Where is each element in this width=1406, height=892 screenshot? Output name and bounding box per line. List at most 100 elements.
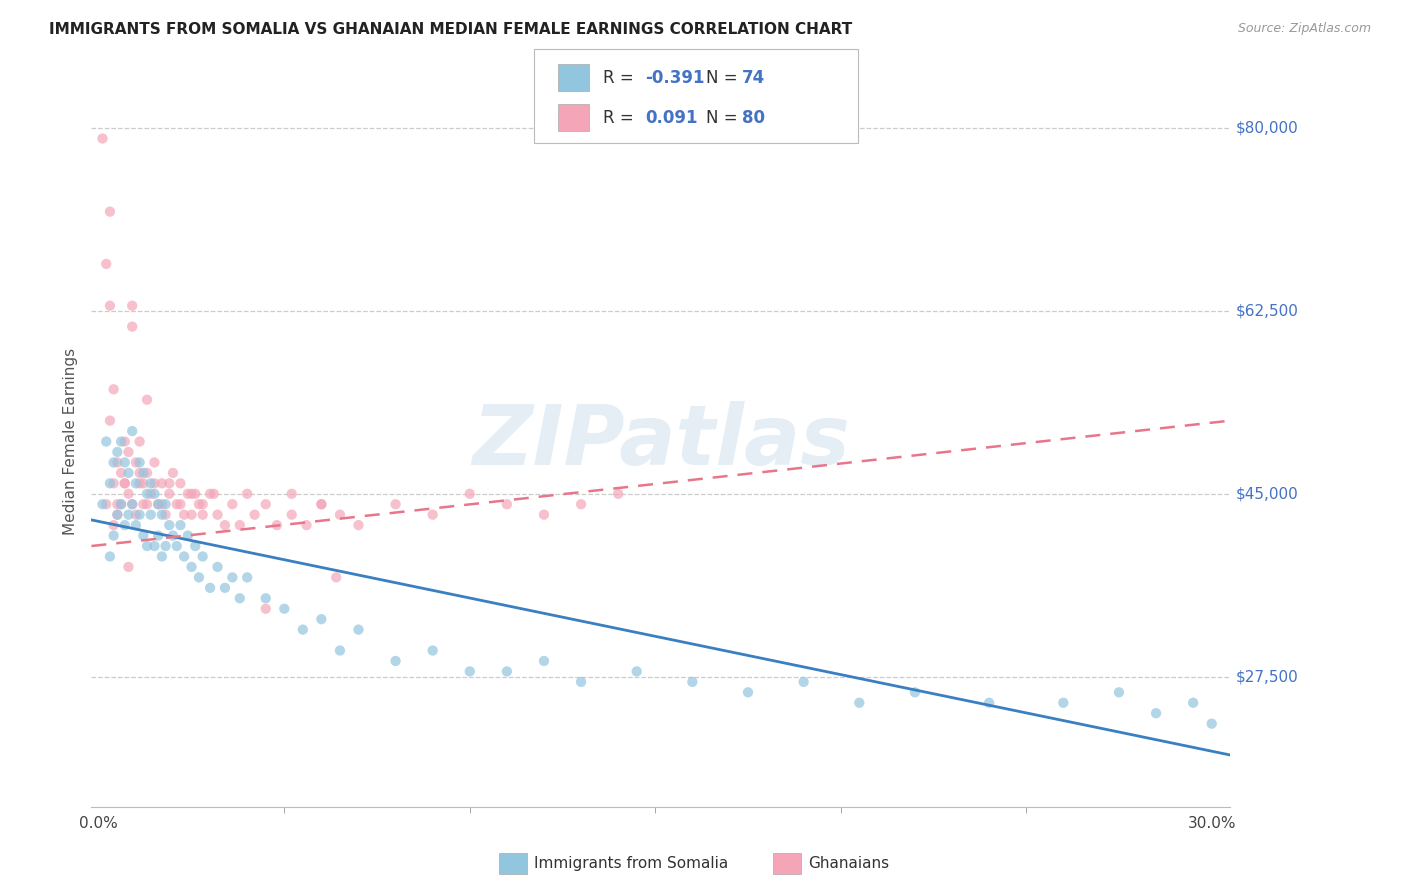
Point: [904, 685, 927, 699]
Point: [103, 476, 125, 491]
Point: [1052, 696, 1074, 710]
Point: [98, 549, 121, 564]
Point: [143, 487, 166, 501]
Point: [157, 476, 180, 491]
Point: [128, 508, 150, 522]
Point: [132, 528, 155, 542]
Point: [458, 665, 481, 679]
Point: [184, 487, 207, 501]
Point: [132, 497, 155, 511]
Point: [139, 487, 162, 501]
Point: [166, 539, 188, 553]
Point: [143, 476, 166, 491]
Point: [114, 476, 136, 491]
Point: [311, 497, 333, 511]
Point: [188, 497, 211, 511]
Point: [103, 518, 125, 533]
Point: [214, 518, 236, 533]
Point: [236, 487, 259, 501]
Text: Immigrants from Somalia: Immigrants from Somalia: [534, 856, 728, 871]
Point: [117, 445, 139, 459]
Point: [384, 497, 406, 511]
Point: [157, 487, 180, 501]
Point: [191, 508, 214, 522]
Point: [114, 476, 136, 491]
Point: [180, 487, 202, 501]
Point: [146, 497, 169, 511]
Point: [103, 382, 125, 396]
Point: [110, 434, 132, 449]
Point: [607, 487, 630, 501]
Point: [266, 518, 288, 533]
Point: [121, 299, 143, 313]
Point: [848, 696, 870, 710]
Point: [136, 466, 159, 480]
Point: [243, 508, 266, 522]
Point: [91, 131, 114, 145]
Point: [96, 257, 118, 271]
Point: [150, 497, 173, 511]
Point: [173, 508, 195, 522]
Point: [188, 570, 211, 584]
Point: [110, 497, 132, 511]
Point: [150, 476, 173, 491]
Point: [110, 497, 132, 511]
Point: [105, 445, 128, 459]
Point: [221, 570, 243, 584]
Point: [229, 518, 252, 533]
Point: [146, 528, 169, 542]
Point: [105, 508, 128, 522]
Point: [180, 508, 202, 522]
Point: [184, 539, 207, 553]
Point: [496, 497, 519, 511]
Text: $45,000: $45,000: [1236, 486, 1299, 501]
Point: [143, 455, 166, 469]
Point: [1144, 706, 1167, 721]
Point: [533, 508, 555, 522]
Point: [280, 487, 302, 501]
Point: [347, 518, 370, 533]
Point: [121, 424, 143, 438]
Text: R =: R =: [603, 109, 640, 127]
Point: [105, 497, 128, 511]
Point: [737, 685, 759, 699]
Point: [273, 601, 295, 615]
Point: [128, 466, 150, 480]
Point: [291, 623, 314, 637]
Point: [295, 518, 318, 533]
Point: [254, 497, 277, 511]
Point: [98, 476, 121, 491]
Point: [626, 665, 648, 679]
Point: [1108, 685, 1130, 699]
Point: [117, 560, 139, 574]
Text: 80: 80: [742, 109, 765, 127]
Point: [384, 654, 406, 668]
Point: [98, 299, 121, 313]
Point: [533, 654, 555, 668]
Point: [169, 518, 191, 533]
Text: Source: ZipAtlas.com: Source: ZipAtlas.com: [1237, 22, 1371, 36]
Point: [136, 392, 159, 407]
Point: [121, 497, 143, 511]
Point: [569, 674, 592, 689]
Point: [458, 487, 481, 501]
Point: [117, 487, 139, 501]
Point: [91, 497, 114, 511]
Point: [169, 476, 191, 491]
Point: [280, 508, 302, 522]
Point: [198, 487, 221, 501]
Point: [150, 549, 173, 564]
Point: [143, 539, 166, 553]
Point: [979, 696, 1001, 710]
Point: [110, 466, 132, 480]
Point: [180, 560, 202, 574]
Point: [132, 476, 155, 491]
Point: [422, 643, 444, 657]
Point: [103, 528, 125, 542]
Point: [173, 549, 195, 564]
Point: [166, 497, 188, 511]
Point: [117, 508, 139, 522]
Point: [325, 570, 347, 584]
Point: [114, 434, 136, 449]
Text: IMMIGRANTS FROM SOMALIA VS GHANAIAN MEDIAN FEMALE EARNINGS CORRELATION CHART: IMMIGRANTS FROM SOMALIA VS GHANAIAN MEDI…: [49, 22, 852, 37]
